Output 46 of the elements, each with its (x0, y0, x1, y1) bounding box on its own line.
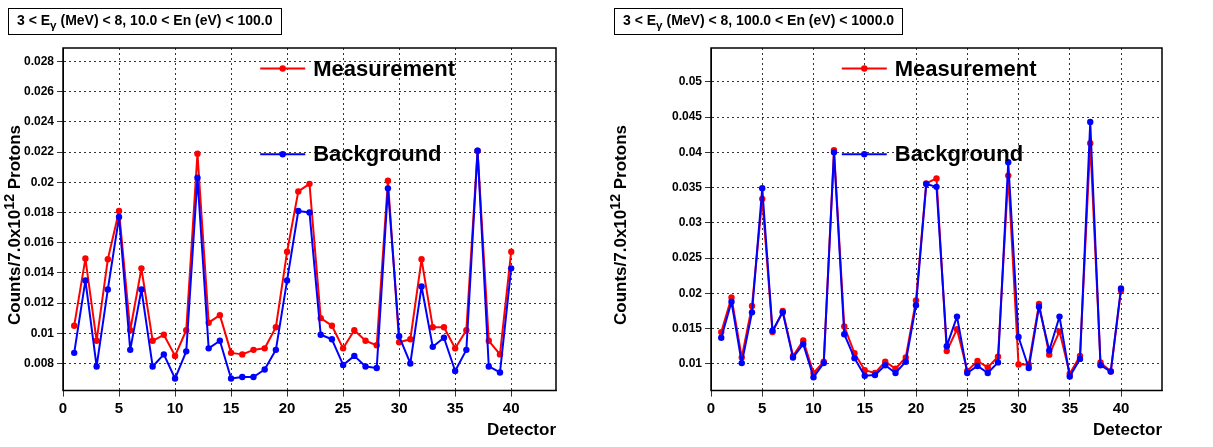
x-tick-label: 5 (114, 398, 124, 416)
legend-label: Measurement (313, 55, 456, 81)
x-tick-label: 10 (805, 398, 822, 416)
legend-label: Measurement (894, 55, 1038, 81)
x-tick-label: 15 (856, 398, 874, 416)
x-tick-label: 0 (706, 398, 716, 416)
x-tick-label: 15 (222, 398, 240, 416)
y-tick-label: 0.03 (678, 215, 703, 230)
y-tick-label: 0.04 (678, 144, 703, 159)
y-tick-label: 0.012 (23, 295, 55, 310)
y-tick-label: 0.026 (23, 84, 55, 99)
x-tick-label: 30 (1010, 398, 1027, 416)
y-tick-label: 0.028 (23, 53, 55, 68)
x-tick-label: 30 (390, 398, 408, 416)
y-tick-label: 0.02 (30, 174, 55, 189)
x-tick-label: 40 (502, 398, 520, 416)
legend-label: Background (894, 141, 1024, 167)
y-tick-label: 0.045 (671, 109, 703, 124)
x-tick-label: 5 (758, 398, 767, 416)
y-tick-label: 0.018 (23, 204, 55, 219)
legend-label: Background (313, 141, 442, 167)
x-tick-label: 0 (58, 398, 68, 416)
x-tick-label: 20 (278, 398, 296, 416)
x-tick-label: 10 (166, 398, 184, 416)
x-tick-label: 25 (958, 398, 976, 416)
chart-title: 3 < E$_{γ}$ (MeV) < 8, 100.0 < En (eV) < 1000.0 (614, 8, 904, 35)
y-tick-label: 0.01 (678, 356, 703, 371)
y-tick-label: 0.025 (671, 250, 703, 265)
x-tick-label: 20 (907, 398, 925, 416)
y-tick-label: 0.05 (678, 74, 703, 89)
x-tick-label: 40 (1112, 398, 1130, 416)
y-tick-label: 0.008 (23, 355, 55, 370)
x-axis-title: Detector (1093, 420, 1163, 440)
x-tick-label: 35 (446, 398, 464, 416)
y-tick-label: 0.015 (671, 320, 703, 335)
y-tick-label: 0.016 (23, 235, 55, 250)
y-tick-label: 0.014 (23, 265, 55, 280)
y-tick-label: 0.02 (678, 285, 703, 300)
y-tick-label: 0.024 (23, 114, 55, 129)
x-tick-label: 25 (334, 398, 352, 416)
y-tick-label: 0.01 (30, 325, 55, 340)
x-axis-title: Detector (487, 420, 557, 440)
y-tick-label: 0.022 (23, 144, 55, 159)
y-tick-label: 0.035 (671, 179, 703, 194)
chart-title: 3 < E$_{γ}$ (MeV) < 8, 10.0 < En (eV) < 100.0 (8, 8, 282, 35)
x-tick-label: 35 (1061, 398, 1079, 416)
